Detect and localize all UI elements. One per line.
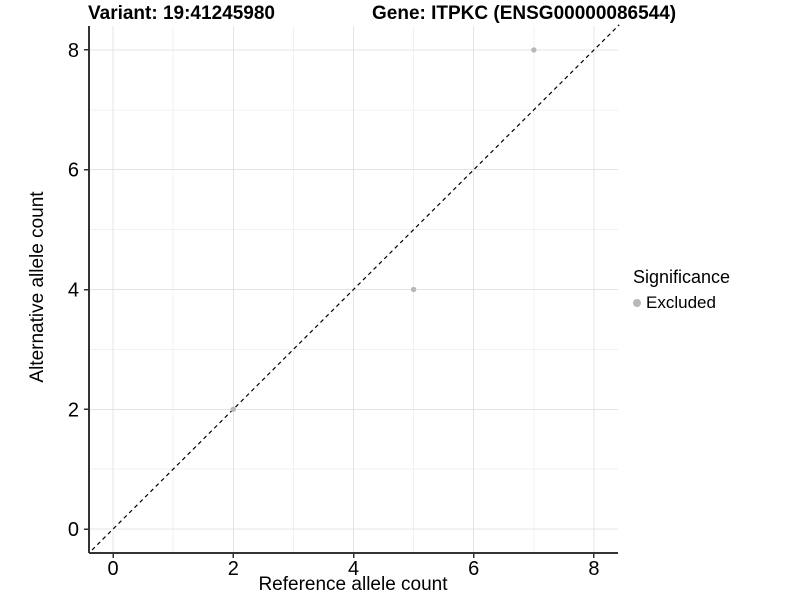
y-axis-label: Alternative allele count: [27, 191, 48, 383]
x-tick-label: 6: [468, 558, 479, 580]
data-point: [410, 286, 417, 293]
y-tick-label: 0: [68, 519, 79, 541]
legend-item-excluded: Excluded: [633, 293, 730, 313]
legend-item-label: Excluded: [646, 293, 716, 312]
data-point: [531, 47, 537, 53]
plot-title-variant: Variant: 19:41245980: [88, 3, 275, 24]
y-tick-label: 6: [68, 160, 79, 182]
plot-title-gene: Gene: ITPKC (ENSG00000086544): [372, 3, 677, 24]
x-tick-label: 4: [348, 558, 359, 580]
y-tick-label: 4: [68, 280, 79, 302]
legend-title: Significance: [633, 267, 731, 287]
data-point: [230, 406, 236, 412]
x-tick-label: 8: [588, 558, 599, 580]
y-tick-label: 8: [68, 40, 79, 62]
y-tick-label: 2: [68, 399, 79, 421]
excluded-marker-icon: [633, 299, 641, 307]
legend: Significance Excluded: [633, 267, 730, 313]
x-axis-label: Reference allele count: [258, 574, 448, 595]
x-tick-label: 0: [107, 558, 118, 580]
x-tick-label: 2: [228, 558, 239, 580]
